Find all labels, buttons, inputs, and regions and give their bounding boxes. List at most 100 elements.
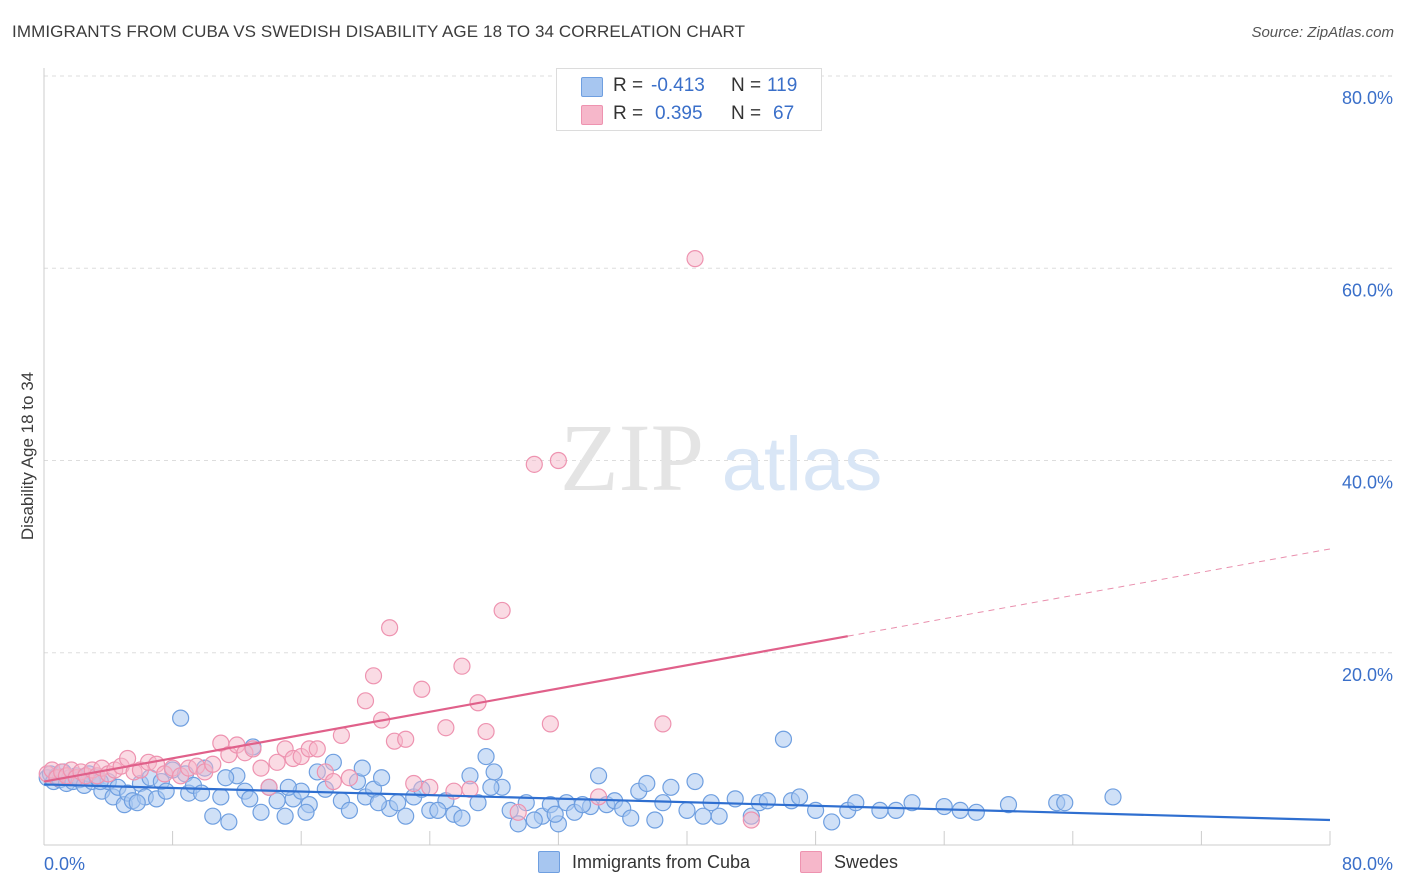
legend-swatch-pink [800,851,822,873]
data-point-swedes [268,753,286,771]
data-point-cuba [1104,788,1122,806]
stats-r-value: -0.413 [651,75,705,96]
data-point-cuba [935,797,953,816]
data-point-cuba [686,772,704,791]
y-tick-label: 60.0% [1342,280,1393,300]
data-point-swedes [405,774,423,793]
data-point-cuba [790,788,809,806]
data-point-cuba [823,813,841,831]
stats-r-label: R = [613,103,644,124]
data-point-swedes [493,601,511,620]
data-point-swedes [453,657,471,675]
stats-r-label: R = [613,75,644,96]
data-point-swedes [686,250,704,268]
data-point-swedes [742,811,760,829]
data-point-cuba [276,807,294,825]
data-point-cuba [546,805,564,823]
data-point-cuba [573,796,592,814]
trend-lines [43,548,1331,822]
stats-box: R = -0.413 N = 119 R = 0.395 N = 67 [556,68,822,131]
stats-swatch-blue [581,77,603,97]
data-point-cuba [710,807,728,825]
data-point-cuba [279,778,297,796]
data-point-swedes [477,722,495,741]
data-point-swedes [509,803,527,821]
data-point-cuba [172,709,190,727]
data-point-swedes [356,692,375,710]
source-label: Source: ZipAtlas.com [1251,24,1394,41]
data-point-swedes [308,740,326,758]
data-point-cuba [372,769,391,787]
data-point-swedes [461,780,479,798]
stats-n-value: 67 [773,103,795,124]
y-axis-label: Disability Age 18 to 34 [18,371,37,541]
watermark-zip: ZIP [560,404,704,511]
data-point-cuba [622,809,640,827]
x-tick-labels: 0.0% 80.0% [44,854,1393,874]
data-point-cuba [967,803,985,821]
data-point-cuba [999,796,1018,814]
data-point-swedes [340,769,359,787]
data-point-cuba [477,747,495,766]
data-point-cuba [678,801,696,819]
y-tick-label: 20.0% [1342,665,1393,685]
stats-swatch-pink [581,105,603,125]
legend: Immigrants from Cuba Swedes [0,851,1406,879]
legend-label: Immigrants from Cuba [572,851,751,872]
data-point-cuba [662,778,680,796]
data-point-cuba [638,774,656,793]
data-point-cuba [758,792,776,810]
data-point-swedes [204,755,222,773]
data-point-cuba [192,784,211,802]
axes [43,68,1331,846]
data-point-swedes [437,719,455,737]
data-point-swedes [421,778,439,796]
x-tick-label: 0.0% [44,854,85,874]
data-point-swedes [381,619,399,637]
data-point-cuba [429,801,447,819]
data-point-cuba [646,811,664,829]
data-point-swedes [324,772,342,791]
data-point-cuba [297,803,315,821]
stats-row-blue: R = -0.413 N = 119 [557,73,821,101]
data-point-cuba [525,811,543,829]
data-point-cuba [871,801,889,819]
legend-item-swedes[interactable]: Swedes [800,851,898,873]
watermark: ZIP atlas [560,404,882,511]
data-point-cuba [217,769,235,787]
grid-lines [44,75,1392,654]
data-point-cuba [157,782,175,800]
data-point-swedes [252,759,270,777]
trend-line-swedes-extension [847,548,1331,637]
trend-line-cuba [43,783,1331,822]
x-tick-label: 80.0% [1342,854,1393,874]
data-point-cuba [774,730,793,748]
stats-n-label: N = [731,75,762,96]
data-point-cuba [469,794,487,812]
data-point-cuba [340,801,359,819]
legend-item-immigrants-from-cuba[interactable]: Immigrants from Cuba [538,851,750,873]
data-point-swedes [589,788,608,806]
stats-n-value: 119 [767,75,798,96]
data-point-cuba [204,807,222,825]
y-tick-labels: 20.0% 40.0% 60.0% 80.0% [1342,88,1393,685]
data-point-cuba [252,803,270,821]
y-tick-label: 80.0% [1342,88,1393,108]
data-point-cuba [397,807,415,825]
data-point-cuba [453,809,471,827]
data-point-swedes [397,730,415,748]
trend-line-swedes [43,635,848,783]
stats-row-pink: R = 0.395 N = 67 [557,101,821,129]
legend-swatch-blue [538,851,560,873]
data-point-cuba [1056,794,1074,812]
data-point-cuba [369,794,387,812]
data-point-swedes [549,451,568,470]
data-point-cuba [485,763,503,781]
data-point-swedes [541,715,559,733]
data-point-cuba [212,788,230,806]
series-swedes [38,250,760,829]
data-point-cuba [353,759,371,777]
data-point-cuba [241,790,259,808]
data-point-cuba [847,794,865,812]
